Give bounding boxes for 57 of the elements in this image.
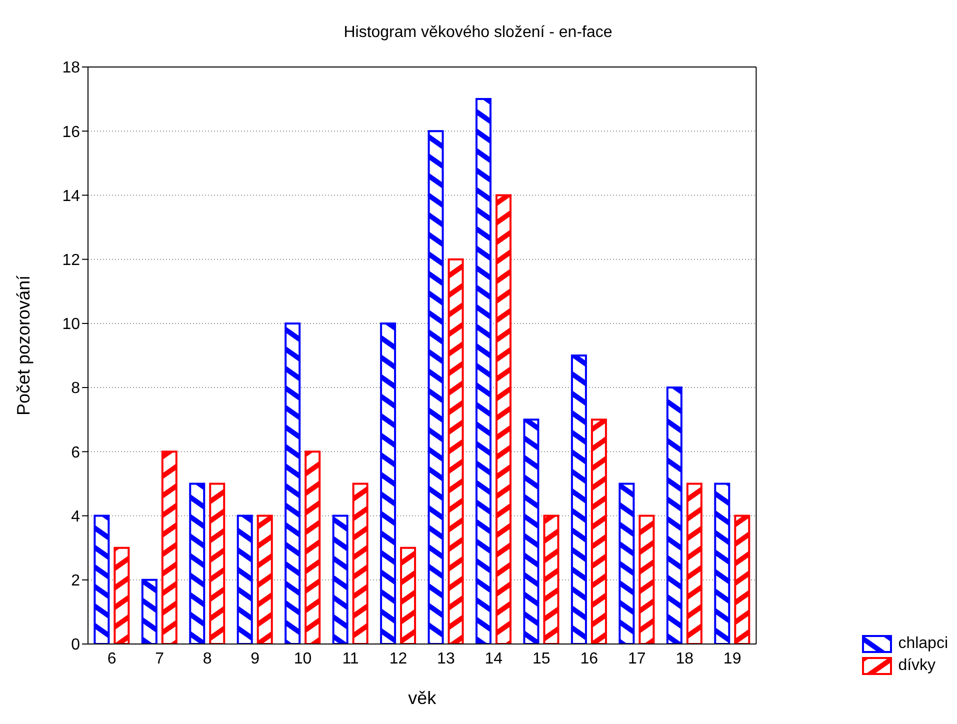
bar — [476, 98, 492, 644]
x-tick-label: 15 — [532, 650, 550, 668]
y-tick-label: 14 — [62, 188, 80, 205]
bar — [94, 514, 110, 644]
bar — [496, 194, 512, 644]
x-tick-label: 13 — [437, 650, 455, 668]
x-tick-label: 8 — [202, 650, 212, 668]
bar — [209, 482, 226, 644]
x-tick-label: 11 — [342, 650, 359, 668]
bar — [734, 514, 750, 644]
bar — [141, 578, 158, 644]
chart-title: Histogram věkového složení - en-face — [342, 23, 614, 43]
y-tick-label: 12 — [62, 252, 80, 270]
x-tick-label: 14 — [484, 650, 503, 668]
y-tick-label: 8 — [71, 380, 80, 398]
bar — [380, 322, 396, 644]
y-tick-label: 10 — [62, 316, 80, 334]
bar — [284, 322, 301, 644]
y-tick-label: 2 — [71, 572, 80, 590]
bar — [590, 418, 607, 644]
bar — [618, 482, 635, 644]
bar — [256, 514, 273, 644]
x-axis-title: věk — [408, 688, 438, 708]
x-tick-label: 18 — [676, 650, 694, 668]
bar — [236, 514, 253, 644]
bar — [638, 514, 655, 644]
y-tick-label: 4 — [71, 508, 80, 526]
bar — [332, 514, 348, 644]
legend-label: chlapci — [898, 635, 948, 653]
bar — [189, 482, 206, 644]
y-tick-label: 6 — [71, 444, 80, 462]
bar — [352, 482, 368, 644]
legend-label: dívky — [898, 657, 936, 675]
bar — [161, 450, 178, 644]
bar — [400, 546, 416, 644]
x-tick-label: 9 — [250, 650, 260, 668]
x-tick-label: 17 — [628, 650, 646, 668]
bar — [666, 386, 682, 644]
bar — [714, 482, 730, 644]
y-tick-label: 0 — [71, 636, 80, 654]
bar — [428, 130, 444, 644]
bar — [304, 450, 321, 644]
x-tick-label: 7 — [155, 650, 164, 668]
x-tick-label: 6 — [107, 650, 116, 668]
x-tick-label: 10 — [294, 650, 312, 668]
bar — [114, 546, 130, 644]
x-tick-label: 19 — [723, 650, 742, 668]
bar — [448, 258, 464, 644]
bar — [686, 482, 702, 644]
y-tick-label: 18 — [62, 60, 80, 77]
bar — [543, 514, 560, 644]
x-tick-label: 12 — [389, 650, 408, 668]
x-tick-label: 16 — [580, 650, 598, 668]
bar — [523, 418, 540, 644]
y-axis-title: Počet pozorování — [13, 275, 34, 416]
y-tick-label: 16 — [62, 124, 80, 141]
bar — [570, 354, 587, 644]
